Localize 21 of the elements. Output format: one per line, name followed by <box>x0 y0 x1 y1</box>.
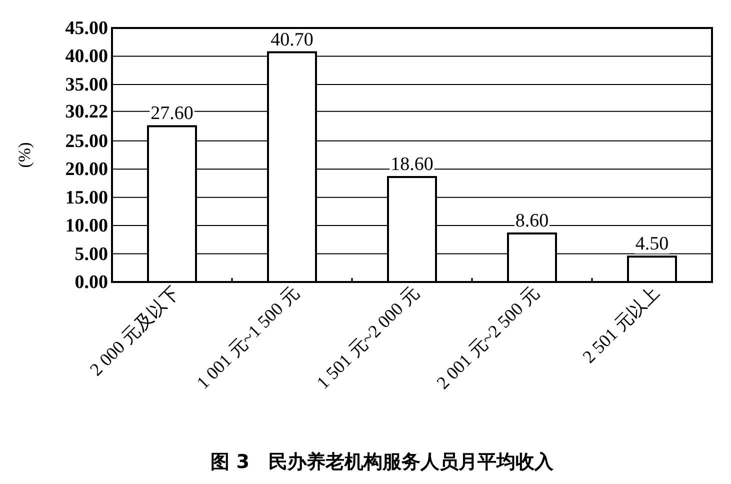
y-tick-label: 35.00 <box>65 74 108 96</box>
y-tick-label: 40.00 <box>65 46 108 68</box>
y-tick-label: 10.00 <box>65 216 108 237</box>
y-tick-label: 0.00 <box>74 272 108 293</box>
data-label: 40.70 <box>270 29 314 50</box>
data-label: 18.60 <box>390 154 434 176</box>
x-tick-label: 2 501 元以上 <box>578 282 663 367</box>
data-label: 4.50 <box>635 234 669 255</box>
data-label: 27.60 <box>150 103 194 124</box>
y-tick-label: 20.00 <box>65 159 108 180</box>
x-tick-label: 2 001 元~2 500 元 <box>432 282 543 393</box>
y-axis-title: (%) <box>15 142 34 168</box>
x-tick-label: 1 501 元~2 000 元 <box>312 282 423 393</box>
y-tick-label: 15.00 <box>65 187 108 208</box>
y-tick-label: 25.00 <box>65 130 108 152</box>
y-tick-label: 30.22 <box>65 101 108 122</box>
y-tick-label: 5.00 <box>74 244 108 265</box>
text: 图 3 民办养老机构服务人员月平均收入 <box>210 451 554 473</box>
y-tick-label: 45.00 <box>65 18 108 39</box>
data-label: 8.60 <box>515 210 549 232</box>
x-tick-label: 1 001 元~1 500 元 <box>192 282 303 393</box>
